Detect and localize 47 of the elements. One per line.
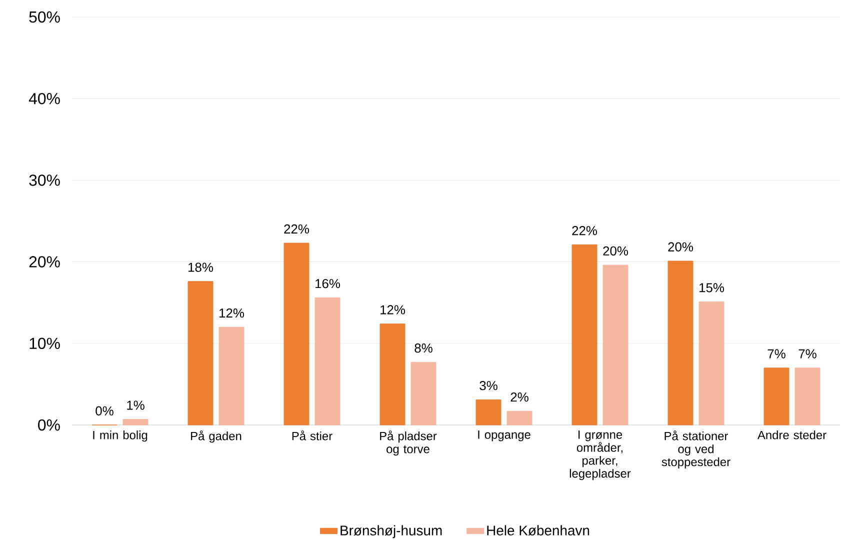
bar bbox=[476, 399, 502, 426]
data-label: 22% bbox=[572, 226, 598, 236]
x-tick-label: I opgange bbox=[478, 430, 530, 442]
data-label: 20% bbox=[603, 246, 628, 256]
y-tick-label: 10% bbox=[30, 338, 60, 350]
y-tick-label: 0% bbox=[38, 419, 60, 431]
bar bbox=[122, 419, 148, 426]
y-tick-label: 50% bbox=[29, 11, 60, 23]
bar bbox=[572, 244, 598, 426]
data-label: 8% bbox=[414, 343, 432, 353]
bar bbox=[188, 281, 214, 426]
bar bbox=[380, 324, 406, 426]
data-label: 18% bbox=[188, 262, 213, 272]
bar bbox=[284, 242, 310, 426]
data-label: 12% bbox=[220, 308, 244, 318]
x-tick-label: I grønne områder, parker, legepladser bbox=[570, 430, 631, 480]
y-tick-label: 40% bbox=[28, 92, 60, 104]
x-tick-label: Andre steder bbox=[757, 430, 826, 440]
data-label: 1% bbox=[127, 400, 144, 410]
data-label: 7% bbox=[798, 349, 816, 358]
x-tick-label: I min bolig bbox=[93, 430, 148, 442]
bar bbox=[602, 264, 628, 426]
data-label: 0% bbox=[96, 406, 114, 416]
data-label: 16% bbox=[316, 279, 340, 288]
data-label: 15% bbox=[700, 283, 724, 292]
data-label: 3% bbox=[480, 381, 498, 390]
bar bbox=[218, 326, 244, 426]
x-tick-label: På stationer og ved stoppesteder bbox=[662, 430, 730, 469]
data-label: 12% bbox=[380, 305, 406, 314]
legend-label: Hele København bbox=[487, 525, 590, 536]
data-label: 7% bbox=[768, 349, 786, 358]
bar bbox=[698, 302, 724, 426]
x-tick-label: På pladser og torve bbox=[380, 430, 437, 456]
x-tick-label: På stier bbox=[292, 430, 332, 440]
bar bbox=[410, 362, 436, 426]
bar bbox=[314, 297, 340, 426]
legend-label: Brønshøj-husum bbox=[340, 525, 442, 538]
y-tick-label: 30% bbox=[29, 174, 60, 186]
data-label: 2% bbox=[510, 392, 528, 402]
bar bbox=[506, 410, 532, 426]
bar bbox=[668, 260, 694, 426]
data-label: 20% bbox=[668, 242, 694, 252]
bar bbox=[764, 368, 790, 426]
x-tick-label: På gaden bbox=[191, 430, 242, 443]
data-label: 22% bbox=[284, 224, 310, 234]
y-tick-label: 20% bbox=[29, 256, 60, 268]
bar bbox=[794, 368, 820, 426]
